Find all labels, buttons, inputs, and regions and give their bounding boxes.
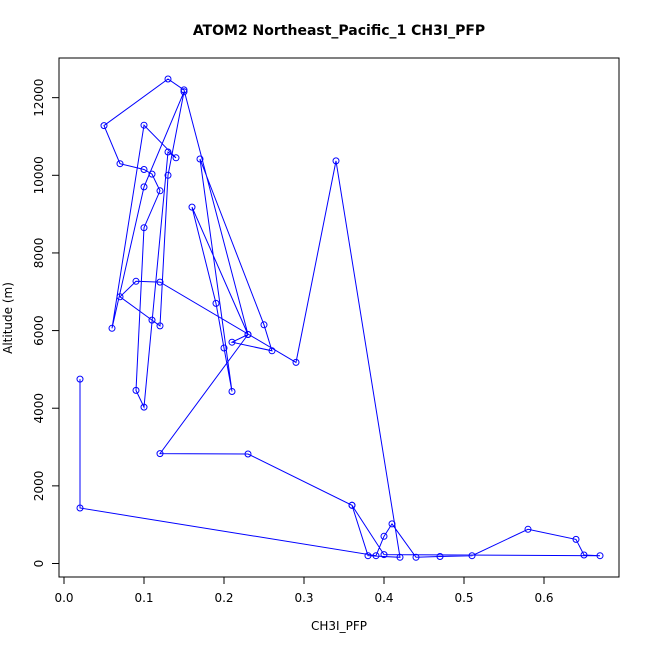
data-point [140,166,148,173]
data-point [76,504,84,512]
data-point [108,324,116,332]
data-point [572,535,580,543]
data-point [388,520,396,528]
series [76,75,604,561]
data-point [348,501,356,509]
x-tick-label: 0.6 [534,591,553,605]
data-point [364,552,372,560]
data-point [436,553,444,560]
data-point [244,450,252,458]
y-tick-label: 4000 [32,393,46,424]
x-tick-label: 0.3 [294,591,313,605]
data-point [156,278,164,286]
data-point [212,299,220,307]
y-tick-label: 8000 [32,238,46,269]
data-point [76,375,84,383]
data-point [148,316,156,324]
y-axis-label: Altitude (m) [1,282,15,354]
data-point [524,525,532,533]
data-point [140,224,148,232]
data-point [244,331,252,338]
data-point [412,553,420,561]
data-point [132,277,140,285]
y-tick-label: 10000 [32,156,46,194]
data-point [180,88,188,96]
data-point [140,121,148,129]
data-point [260,321,268,329]
data-point [228,388,236,395]
x-tick-label: 0.2 [214,591,233,605]
data-point [596,552,604,560]
data-point [116,160,124,168]
x-axis: 0.0 0.1 0.2 0.3 0.4 0.5 0.6 [54,576,554,605]
data-point [116,293,124,301]
y-tick-label: 0 [32,560,46,568]
y-tick-label: 2000 [32,471,46,502]
data-point [140,403,148,411]
x-tick-label: 0.5 [454,591,473,605]
x-tick-label: 0.1 [134,591,153,605]
plot-area [58,57,620,578]
data-point [132,386,140,394]
data-point [188,203,196,211]
data-point [380,532,388,540]
data-point [156,187,164,195]
series-line [79,78,601,558]
data-point [228,338,236,346]
data-point [100,122,108,130]
data-point [164,148,172,156]
y-tick-label: 6000 [32,315,46,346]
data-point [268,347,276,355]
chart-title: ATOM2 Northeast_Pacific_1 CH3I_PFP [193,23,485,39]
data-point [172,154,180,162]
data-point [332,157,340,165]
data-point [164,75,172,83]
data-point [380,551,388,559]
data-point [396,553,404,561]
data-point [468,552,476,560]
data-point [196,155,204,163]
data-point [164,171,172,179]
x-tick-label: 0.4 [374,591,393,605]
y-tick-label: 12000 [32,79,46,117]
data-point [580,551,588,559]
data-point [148,170,156,178]
data-point [156,450,164,458]
data-point [292,358,300,366]
x-axis-label: CH3I_PFP [311,619,367,633]
data-point [140,183,148,191]
x-tick-label: 0.0 [54,591,73,605]
data-point [372,552,380,560]
data-point [180,86,188,94]
y-axis: 0 2000 4000 6000 8000 10000 12000 [32,79,60,568]
data-point [156,322,164,330]
data-point [220,344,228,352]
